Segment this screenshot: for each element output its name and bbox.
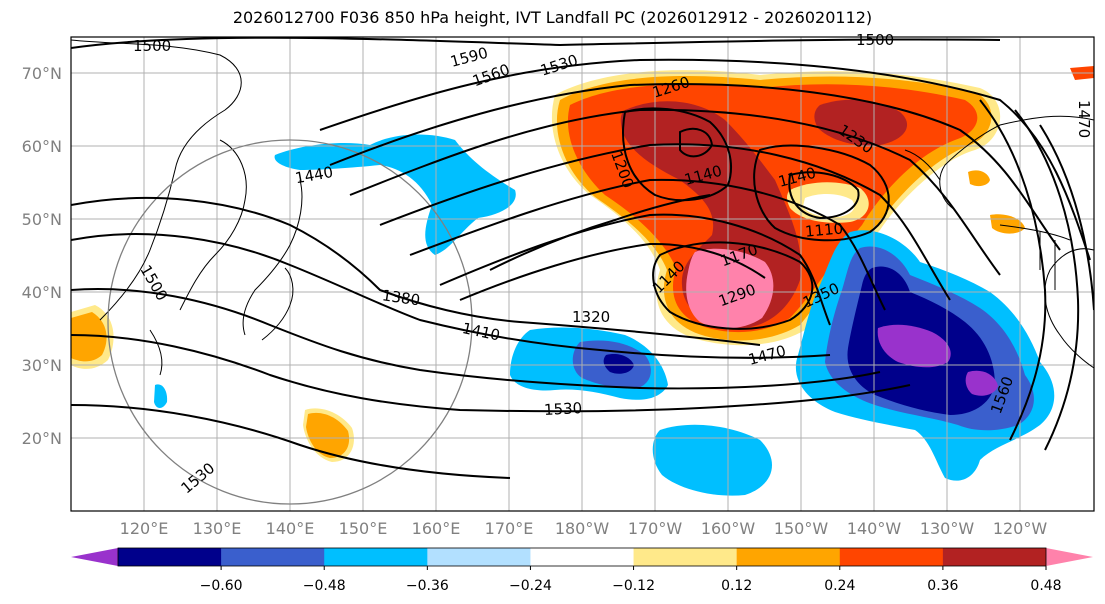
lon-label-120e: 120°E: [120, 519, 169, 538]
colorbar-segments: [118, 548, 1047, 566]
coastlines: [71, 39, 1094, 376]
colorbar-extend-high: [1046, 548, 1093, 566]
negative-region-southwest: [652, 424, 772, 496]
colorbar-tick-label: −0.24: [509, 578, 552, 594]
colorbar-extend-low: [71, 548, 118, 566]
contour-label-1500-b: 1500: [856, 31, 894, 49]
lon-label-140w: 140°W: [847, 519, 902, 538]
lat-label-70n: 70°N: [22, 64, 62, 83]
lon-label-120w: 120°W: [993, 519, 1048, 538]
colorbar-segment: [324, 548, 428, 566]
colorbar-segment: [633, 548, 738, 566]
negative-region-east-5: [965, 370, 998, 396]
colorbar-segment: [118, 548, 222, 566]
colorbar-tick-label: −0.60: [200, 578, 243, 594]
lat-label-40n: 40°N: [22, 283, 62, 302]
lon-label-180w: 180°W: [555, 519, 610, 538]
colorbar-tick-label: 0.12: [721, 578, 752, 594]
lon-label-170w: 170°W: [628, 519, 683, 538]
projection-circle: [107, 139, 473, 505]
positive-patch-e: [968, 170, 990, 187]
colorbar-tick-label: 0.24: [824, 578, 855, 594]
contour-label-1530-b: 1530: [544, 399, 583, 419]
colorbar-frame: [117, 547, 1047, 567]
colorbar-segment: [221, 548, 325, 566]
colorbar-tick-label: 0.48: [1030, 578, 1061, 594]
lon-label-150e: 150°E: [339, 519, 388, 538]
graticule: [71, 37, 1094, 511]
lon-label-170e: 170°E: [485, 519, 534, 538]
lon-label-140e: 140°E: [266, 519, 315, 538]
colorbar-tick-label: −0.36: [406, 578, 449, 594]
contour-label-1380: 1380: [381, 286, 421, 309]
map-frame: [70, 36, 1095, 512]
lat-label-20n: 20°N: [22, 429, 62, 448]
colorbar-segment: [736, 548, 841, 566]
positive-patch-s2: [306, 412, 350, 458]
lon-label-160e: 160°E: [412, 519, 461, 538]
latitude-labels: 70°N 60°N 50°N 40°N 30°N 20°N: [22, 64, 62, 448]
map-title: 2026012700 F036 850 hPa height, IVT Land…: [232, 8, 873, 27]
colorbar-segment: [839, 548, 944, 566]
colorbar-segment: [427, 548, 531, 566]
colorbar: −0.60 −0.48 −0.36 −0.24 −0.12 0.12 0.24 0.36 0.4…: [71, 547, 1093, 594]
contour-label-1500-a: 1500: [133, 37, 171, 55]
negative-patch-small: [154, 384, 168, 408]
contour-label-1110: 1110: [804, 219, 844, 240]
lat-label-30n: 30°N: [22, 356, 62, 375]
positive-patch-w2: [71, 312, 107, 362]
lat-label-50n: 50°N: [22, 210, 62, 229]
colorbar-ticks: −0.60 −0.48 −0.36 −0.24 −0.12 0.12 0.24 0.36 0.4…: [200, 566, 1062, 594]
lat-label-60n: 60°N: [22, 137, 62, 156]
colorbar-tick-label: −0.12: [612, 578, 655, 594]
longitude-labels: 120°E 130°E 140°E 150°E 160°E 170°E 180°…: [120, 519, 1048, 538]
lon-label-130e: 130°E: [193, 519, 242, 538]
colorbar-segment: [942, 548, 1047, 566]
negative-region-central-3: [603, 354, 634, 374]
colorbar-tick-label: 0.36: [927, 578, 958, 594]
height-contours: [71, 37, 1094, 479]
colorbar-segment: [530, 548, 635, 566]
negative-region-asia: [274, 134, 516, 255]
negative-region-east-4: [877, 324, 951, 368]
lon-label-130w: 130°W: [920, 519, 975, 538]
positive-region-darkred-2: [814, 99, 908, 146]
contour-label-1320: 1320: [572, 308, 610, 326]
lon-label-160w: 160°W: [701, 519, 756, 538]
contour-label-1470-b: 1470: [1075, 100, 1093, 138]
lon-label-150w: 150°W: [774, 519, 829, 538]
colorbar-tick-label: −0.48: [303, 578, 346, 594]
